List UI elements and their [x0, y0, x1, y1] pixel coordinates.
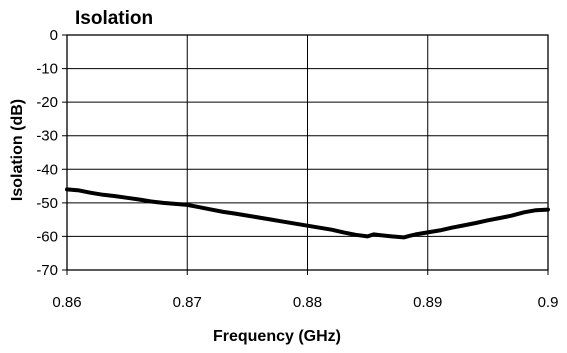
x-tick-label: 0.9 — [538, 294, 559, 311]
x-axis-tick-labels: 0.86 0.87 0.88 0.89 0.9 — [52, 294, 558, 311]
y-tick-label: -20 — [36, 94, 58, 111]
y-tick-label: -40 — [36, 161, 58, 178]
chart-title: Isolation — [75, 8, 153, 29]
x-axis-label: Frequency (GHz) — [213, 328, 341, 345]
isolation-series-line — [65, 187, 550, 240]
y-tick-label: -50 — [36, 195, 58, 212]
y-tick-label: -60 — [36, 228, 58, 245]
y-tick-label: -10 — [36, 61, 58, 78]
series-layer — [65, 187, 550, 240]
x-tick-label: 0.86 — [52, 294, 81, 311]
horizontal-gridlines — [62, 34, 548, 271]
x-tick-label: 0.88 — [293, 294, 322, 311]
x-tick-label: 0.87 — [173, 294, 202, 311]
vertical-gridlines — [66, 35, 549, 275]
y-tick-label: 0 — [50, 27, 58, 44]
y-axis-label: Isolation (dB) — [9, 99, 26, 201]
y-tick-label: -30 — [36, 128, 58, 145]
y-tick-label: -70 — [36, 262, 58, 279]
x-tick-label: 0.89 — [413, 294, 442, 311]
y-axis-tick-labels: 0 -10 -20 -30 -40 -50 -60 -70 — [36, 27, 58, 279]
